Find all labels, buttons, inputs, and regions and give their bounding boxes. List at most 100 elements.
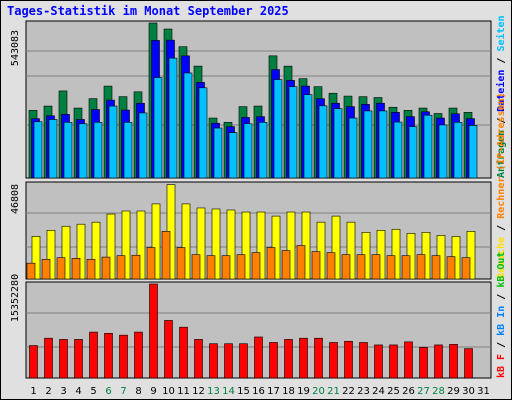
bar-rechner-day-26-outline [401, 255, 411, 280]
bar-seiten-day-7-fill [124, 122, 132, 178]
bar-besuche-day-21-fill [332, 216, 340, 279]
bar-seiten-day-23-fill [364, 110, 372, 178]
bar-kbf-day-4 [74, 339, 83, 379]
bar-besuche-day-4-fill [77, 224, 85, 279]
bar-seiten-day-11-outline [183, 72, 193, 179]
bar-besuche-day-30-outline [466, 231, 476, 280]
bar-seiten-day-16 [258, 122, 268, 179]
bar-rechner-day-7-fill [117, 255, 125, 279]
bar-kbf-day-6-fill [104, 333, 113, 378]
bar-kbf-day-18-fill [284, 339, 293, 378]
bar-kbf-day-12-fill [194, 339, 203, 378]
bar-rechner-day-30-outline [461, 257, 471, 280]
bar-kbf-day-1 [29, 345, 38, 379]
bar-rechner-day-14-fill [222, 255, 230, 279]
bar-rechner-day-11-fill [177, 247, 185, 279]
bar-besuche-day-15-outline [241, 211, 251, 280]
bar-rechner-day-25 [386, 255, 396, 280]
bar-rechner-day-10-fill [162, 231, 170, 279]
bar-kbf-day-24-fill [374, 344, 383, 378]
bar-besuche-day-17-fill [272, 216, 280, 279]
bar-seiten-day-17-outline [273, 79, 283, 179]
bar-besuche-day-6 [106, 213, 116, 280]
bar-kbf-day-25 [389, 344, 398, 379]
bar-kbf-day-9-fill [149, 284, 158, 378]
bar-rechner-day-30 [461, 257, 471, 280]
bar-seiten-day-20-fill [319, 105, 327, 178]
bar-kbf-day-9 [149, 283, 158, 379]
bar-besuche-day-14-fill [227, 209, 235, 279]
bar-kbf-day-18-outline [284, 339, 293, 379]
bar-rechner-day-24 [371, 254, 381, 280]
bar-seiten-day-4-fill [79, 123, 87, 178]
legend-bottom-part-0: kB F [496, 354, 507, 378]
bar-besuche-day-29-fill [452, 236, 460, 279]
bar-rechner-day-26-fill [402, 255, 410, 279]
bar-rechner-day-29 [446, 256, 456, 280]
bar-besuche-day-2-outline [46, 229, 56, 280]
bar-rechner-day-2 [41, 259, 51, 280]
bar-seiten-day-21 [333, 108, 343, 179]
bar-besuche-day-15-fill [242, 212, 250, 279]
bar-rechner-day-8 [131, 254, 141, 280]
bar-rechner-day-12-fill [192, 254, 200, 279]
bar-rechner-day-24-outline [371, 254, 381, 280]
bar-besuche-day-1-outline [31, 236, 41, 280]
bar-seiten-day-10-fill [169, 58, 177, 179]
bar-seiten-day-4 [78, 123, 88, 179]
bar-seiten-day-14 [228, 132, 238, 179]
bar-besuche-day-8-outline [136, 210, 146, 280]
x-tick-label-day-26: 26 [402, 386, 415, 397]
bar-kbf-day-19 [299, 337, 308, 379]
bar-rechner-day-5 [86, 259, 96, 280]
bar-besuche-day-16-fill [257, 212, 265, 279]
bar-seiten-day-12 [198, 87, 208, 179]
bar-seiten-day-8-fill [139, 112, 147, 178]
bar-seiten-day-7-outline [123, 122, 133, 179]
bar-besuche-day-25 [391, 228, 401, 280]
bar-kbf-day-20-outline [314, 337, 323, 379]
bar-seiten-day-13-outline [213, 127, 223, 179]
bar-rechner-day-6-outline [101, 256, 111, 280]
bar-kbf-day-30 [464, 348, 473, 379]
x-tick-label-day-19: 19 [297, 386, 310, 397]
legend-middle-part-0: Besuche [496, 237, 507, 279]
bar-seiten-day-5-fill [94, 122, 102, 178]
bar-kbf-day-12-outline [194, 339, 203, 379]
bar-rechner-day-17 [266, 247, 276, 280]
bar-besuche-day-12 [196, 207, 206, 280]
bar-besuche-day-12-fill [197, 207, 205, 279]
legend-middle: Besuche / Rechner (IP-Adressen) [496, 92, 507, 279]
bar-kbf-day-16-outline [254, 336, 263, 379]
x-tick-label-day-5: 5 [90, 386, 96, 397]
legend-middle-part-1: / [496, 219, 507, 237]
bar-kbf-day-9-outline [149, 283, 158, 379]
x-tick-label-day-12: 12 [192, 386, 205, 397]
bar-seiten-day-14-outline [228, 132, 238, 179]
bar-besuche-day-30-fill [467, 231, 475, 279]
legend-middle-part-2: Rechner (IP-Adressen) [496, 92, 507, 218]
bar-kbf-day-17 [269, 342, 278, 379]
bar-besuche-day-24-fill [377, 230, 385, 279]
bar-kbf-day-20-fill [314, 338, 323, 378]
bar-kbf-day-13-fill [209, 343, 218, 378]
bar-rechner-day-2-outline [41, 259, 51, 280]
bar-rechner-day-10-outline [161, 231, 171, 280]
bar-seiten-day-30-outline [468, 125, 478, 179]
bar-besuche-day-1 [31, 236, 41, 280]
bar-besuche-day-8 [136, 210, 146, 280]
bar-kbf-day-11 [179, 326, 188, 379]
x-tick-label-day-21: 21 [327, 386, 340, 397]
bar-besuche-day-2-fill [47, 230, 55, 279]
bar-besuche-day-9-outline [151, 203, 161, 280]
bar-besuche-day-13-outline [211, 208, 221, 280]
bar-seiten-day-10 [168, 57, 178, 179]
bar-rechner-day-8-fill [132, 255, 140, 279]
bar-seiten-day-15-outline [243, 123, 253, 179]
bar-rechner-day-15 [236, 254, 246, 280]
bar-seiten-day-28 [438, 124, 448, 179]
bar-kbf-day-23 [359, 342, 368, 379]
bar-seiten-day-19-fill [304, 94, 312, 178]
